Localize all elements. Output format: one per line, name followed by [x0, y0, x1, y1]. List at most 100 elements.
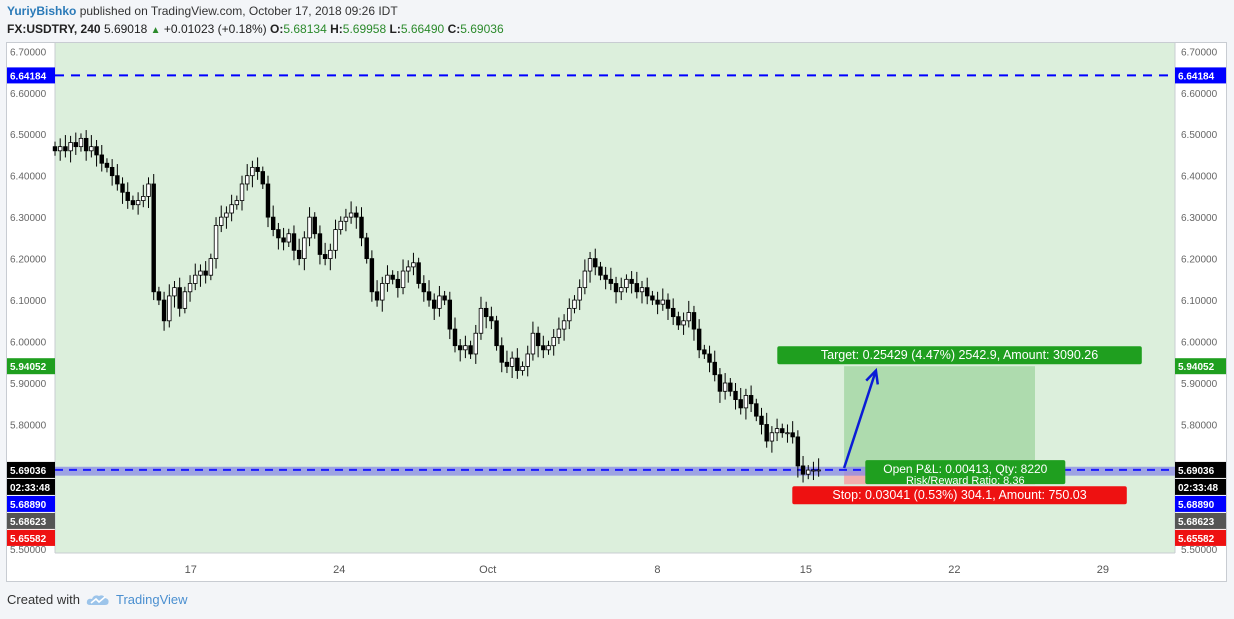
candle-body — [234, 200, 240, 206]
candle-body — [722, 382, 728, 392]
candle-body — [634, 283, 640, 293]
candle-body — [738, 399, 743, 409]
bid-tag-left: 5.68890 — [10, 500, 47, 511]
y-tick-right: 6.00000 — [1181, 338, 1218, 349]
candle-body — [748, 395, 754, 405]
candle-body — [411, 262, 416, 268]
candle-body — [457, 345, 463, 351]
stop-tag-right-bg — [1175, 529, 1226, 546]
x-tick-label: 15 — [800, 564, 812, 576]
candle-body — [135, 200, 141, 206]
y-tick-right: 6.70000 — [1181, 47, 1218, 58]
candle-body — [603, 274, 608, 280]
candle-body — [551, 336, 556, 347]
candle-body — [650, 295, 655, 301]
candle-body — [608, 278, 614, 284]
last-price-tag-left-bg — [7, 461, 55, 478]
candle-body — [644, 287, 650, 297]
last-price-tag-right-bg — [1175, 461, 1226, 478]
candle-body — [322, 254, 328, 260]
candle-body — [754, 403, 759, 417]
high-label: H: — [330, 22, 343, 36]
candle-body — [198, 270, 203, 276]
candle-body — [333, 229, 338, 251]
close-value: 5.69036 — [460, 22, 504, 36]
candle-body — [577, 287, 582, 301]
low-tag-left-bg — [7, 512, 55, 529]
low-value: 5.66490 — [400, 22, 445, 36]
created-with-text: Created with — [7, 592, 80, 607]
candle-body — [593, 258, 598, 268]
candle-body — [286, 233, 291, 243]
candle-body — [125, 191, 130, 201]
candle-body — [177, 287, 182, 309]
candle-body — [390, 274, 395, 280]
candle-body — [483, 307, 489, 318]
y-tick-right: 5.80000 — [1181, 420, 1218, 431]
open-label: O: — [270, 22, 284, 36]
candle-body — [665, 299, 671, 309]
candle-body — [728, 382, 733, 392]
candle-body — [504, 361, 510, 367]
y-tick-left: 6.20000 — [10, 255, 47, 266]
y-tick-left: 5.90000 — [10, 379, 47, 390]
stop-label-bg — [792, 486, 1127, 505]
y-tick-right: 5.90000 — [1181, 379, 1218, 390]
candle-body — [800, 465, 806, 475]
up-arrow-icon: ▲ — [150, 25, 161, 36]
candle-body — [187, 283, 193, 293]
candle-body — [250, 166, 255, 177]
candle-body — [182, 291, 188, 309]
candle-body — [224, 212, 229, 218]
symbol-label[interactable]: FX:USDTRY, 240 — [7, 22, 101, 36]
high-value: 5.69958 — [342, 22, 387, 36]
y-tick-left: 5.50000 — [10, 545, 47, 556]
tradingview-cloud-icon — [86, 594, 109, 605]
open-pnl-bg — [865, 460, 1066, 485]
candle-body — [707, 353, 712, 363]
candle-body — [432, 299, 437, 309]
stop-tag-right: 5.65582 — [1178, 534, 1215, 545]
candle-body — [380, 283, 385, 301]
tradingview-link[interactable]: TradingView — [115, 592, 188, 607]
low-tag-right-bg — [1175, 512, 1226, 529]
candle-body — [229, 204, 234, 214]
price-chart[interactable]: 5.500005.500005.600005.600005.700005.700… — [7, 43, 1226, 581]
candle-body — [452, 328, 458, 347]
candle-body — [385, 274, 390, 284]
candle-body — [546, 345, 551, 351]
chart-frame[interactable]: 5.500005.500005.600005.600005.700005.700… — [6, 42, 1227, 582]
candle-body — [328, 249, 333, 260]
candle-body — [338, 220, 343, 230]
candle-body — [312, 216, 317, 235]
footer: Created with TradingView — [7, 592, 188, 607]
x-tick-label: 17 — [185, 564, 197, 576]
candle-body — [816, 469, 821, 472]
candle-body — [193, 274, 198, 284]
countdown-bg-left — [7, 478, 55, 495]
candle-body — [686, 312, 691, 322]
chart-header: YuriyBishko published on TradingView.com… — [0, 0, 1234, 42]
candle-body — [161, 299, 167, 322]
target-label: Target: 0.25429 (4.47%) 2542.9, Amount: … — [821, 348, 1098, 362]
ohlc-line: FX:USDTRY, 240 5.69018 ▲ +0.01023 (+0.18… — [7, 22, 504, 36]
target-tag-right: 5.94052 — [1178, 362, 1215, 373]
y-tick-right: 6.30000 — [1181, 213, 1218, 224]
y-tick-right: 6.50000 — [1181, 130, 1218, 141]
x-tick-label: 24 — [333, 564, 345, 576]
y-tick-right: 6.60000 — [1181, 89, 1218, 100]
resistance-tag-right: 6.64184 — [1178, 71, 1215, 82]
candle-body — [255, 166, 260, 172]
resistance-tag-left: 6.64184 — [10, 71, 47, 82]
target-tag-left: 5.94052 — [10, 362, 47, 373]
candle-body — [296, 249, 302, 260]
price-band — [55, 466, 1175, 476]
countdown-bg-right — [1175, 478, 1226, 495]
target-label-bg — [777, 346, 1142, 365]
candle-body — [348, 212, 354, 218]
candle-body — [660, 299, 666, 305]
candle-body — [437, 295, 442, 309]
author-link[interactable]: YuriyBishko — [7, 4, 77, 18]
candle-body — [463, 345, 468, 351]
candle-body — [52, 146, 58, 152]
